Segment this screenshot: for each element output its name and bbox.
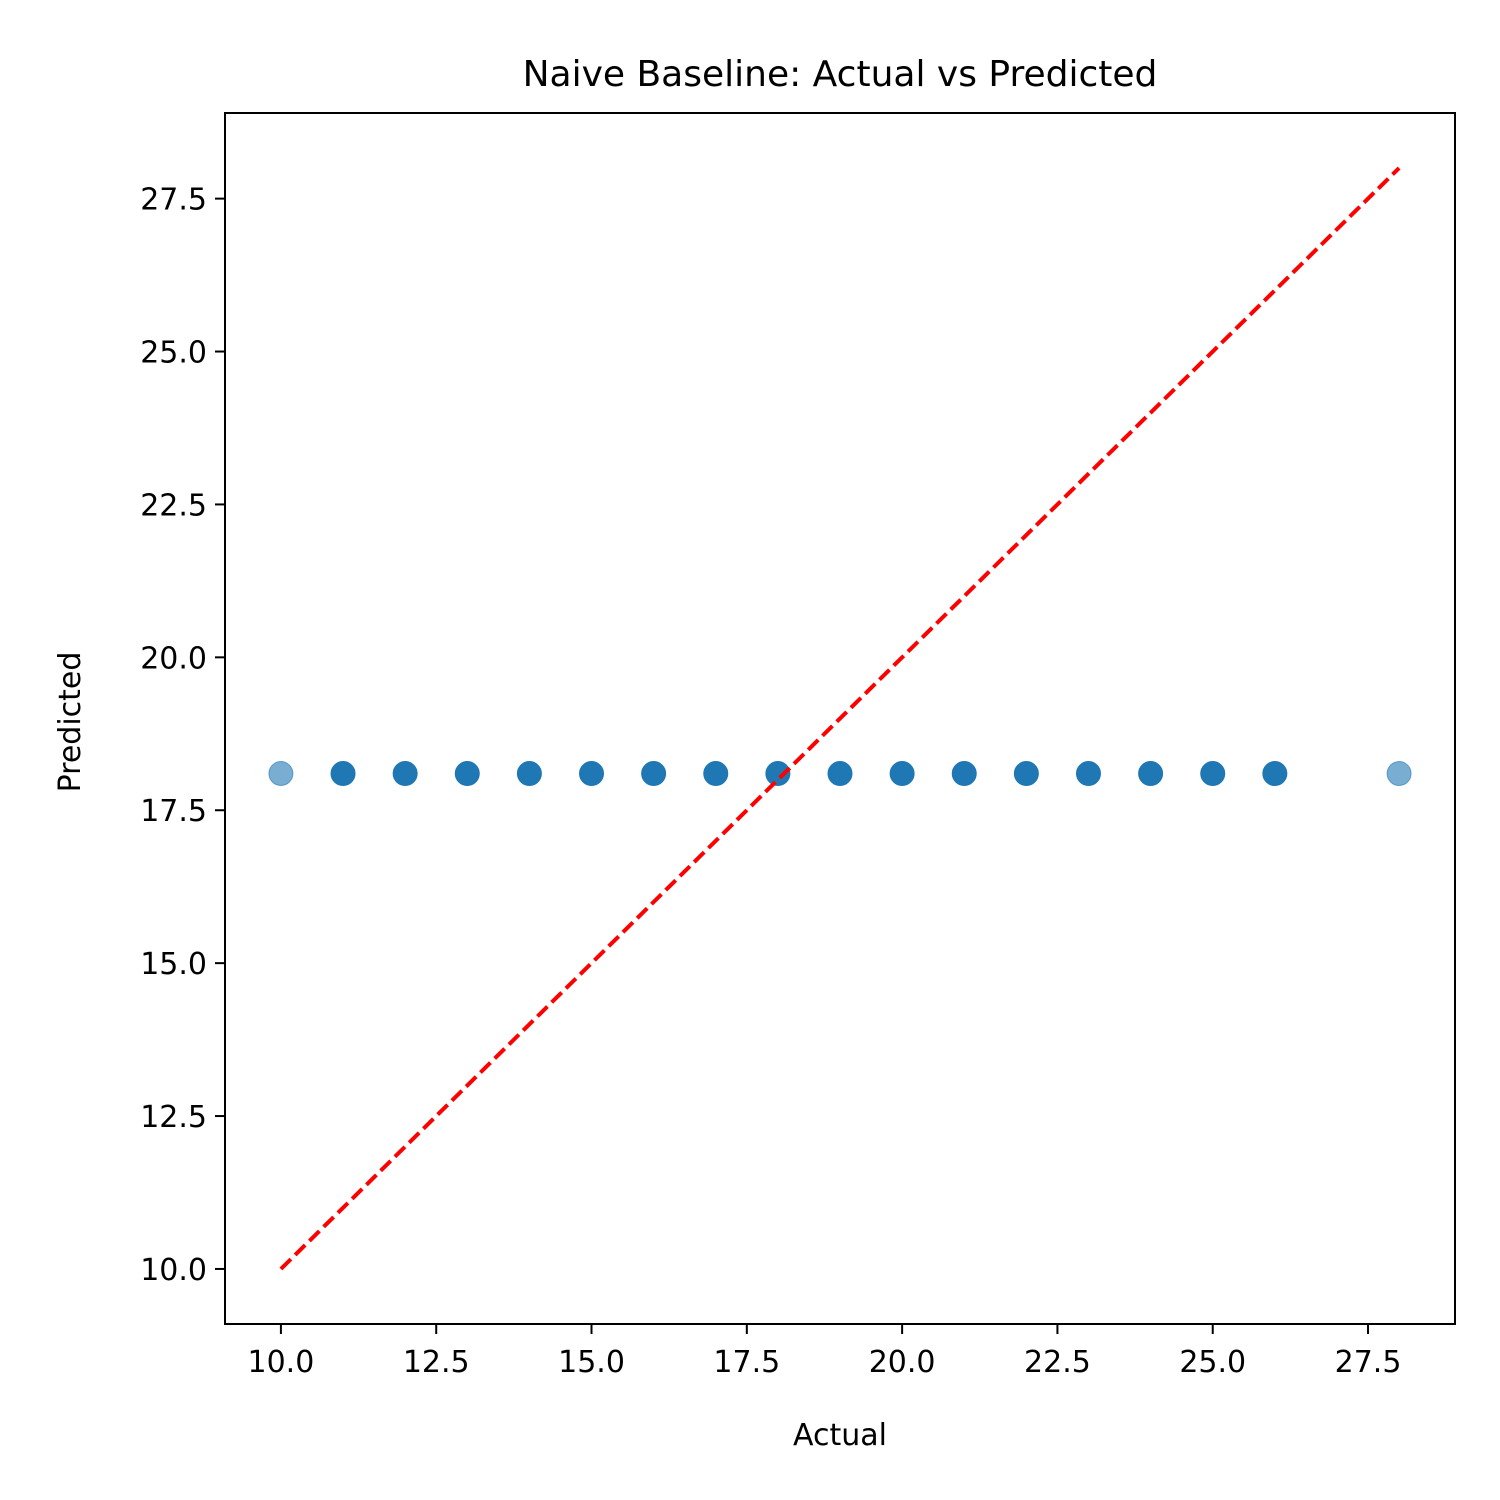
scatter-point (516, 761, 542, 787)
y-tick-label: 20.0 (140, 641, 207, 676)
scatter-point (889, 761, 915, 787)
scatter-point (641, 761, 667, 787)
scatter-point (703, 761, 729, 787)
scatter-point (827, 761, 853, 787)
axes-frame (224, 112, 1456, 1325)
y-axis-ticks: 10.0 12.5 15.0 17.5 20.0 22.5 25.0 27.5 (140, 183, 225, 1288)
scatter-point (1013, 761, 1039, 787)
scatter-point (1262, 761, 1288, 787)
x-tick-label: 20.0 (869, 1345, 936, 1380)
scatter-point (951, 761, 977, 787)
x-tick-label: 12.5 (403, 1345, 470, 1380)
x-tick-label: 22.5 (1024, 1345, 1091, 1380)
scatter-point (765, 761, 791, 787)
y-tick-label: 15.0 (140, 947, 207, 982)
scatter-point (392, 761, 418, 787)
y-tick-label: 10.0 (140, 1253, 207, 1288)
x-tick-label: 17.5 (713, 1345, 780, 1380)
x-tick-label: 25.0 (1179, 1345, 1246, 1380)
scatter-point (454, 761, 480, 787)
y-tick-label: 17.5 (140, 794, 207, 829)
scatter-point (1075, 761, 1101, 787)
x-tick-label: 27.5 (1335, 1345, 1402, 1380)
x-tick-label: 15.0 (558, 1345, 625, 1380)
scatter-point (1138, 761, 1164, 787)
plot-area (268, 166, 1412, 1271)
scatter-point (268, 761, 294, 787)
scatter-point (579, 761, 605, 787)
y-tick-label: 27.5 (140, 183, 207, 218)
scatter-point (1200, 761, 1226, 787)
chart-title: Naive Baseline: Actual vs Predicted (523, 54, 1158, 95)
x-axis-ticks: 10.0 12.5 15.0 17.5 20.0 22.5 25.0 27.5 (248, 1324, 1402, 1380)
y-tick-label: 25.0 (140, 336, 207, 371)
x-tick-label: 10.0 (248, 1345, 315, 1380)
reference-line (279, 166, 1401, 1271)
y-tick-label: 22.5 (140, 488, 207, 523)
x-axis-label: Actual (793, 1418, 887, 1453)
scatter-point (330, 761, 356, 787)
y-axis-label: Predicted (53, 652, 88, 793)
y-tick-label: 12.5 (140, 1100, 207, 1135)
scatter-point (1386, 761, 1412, 787)
